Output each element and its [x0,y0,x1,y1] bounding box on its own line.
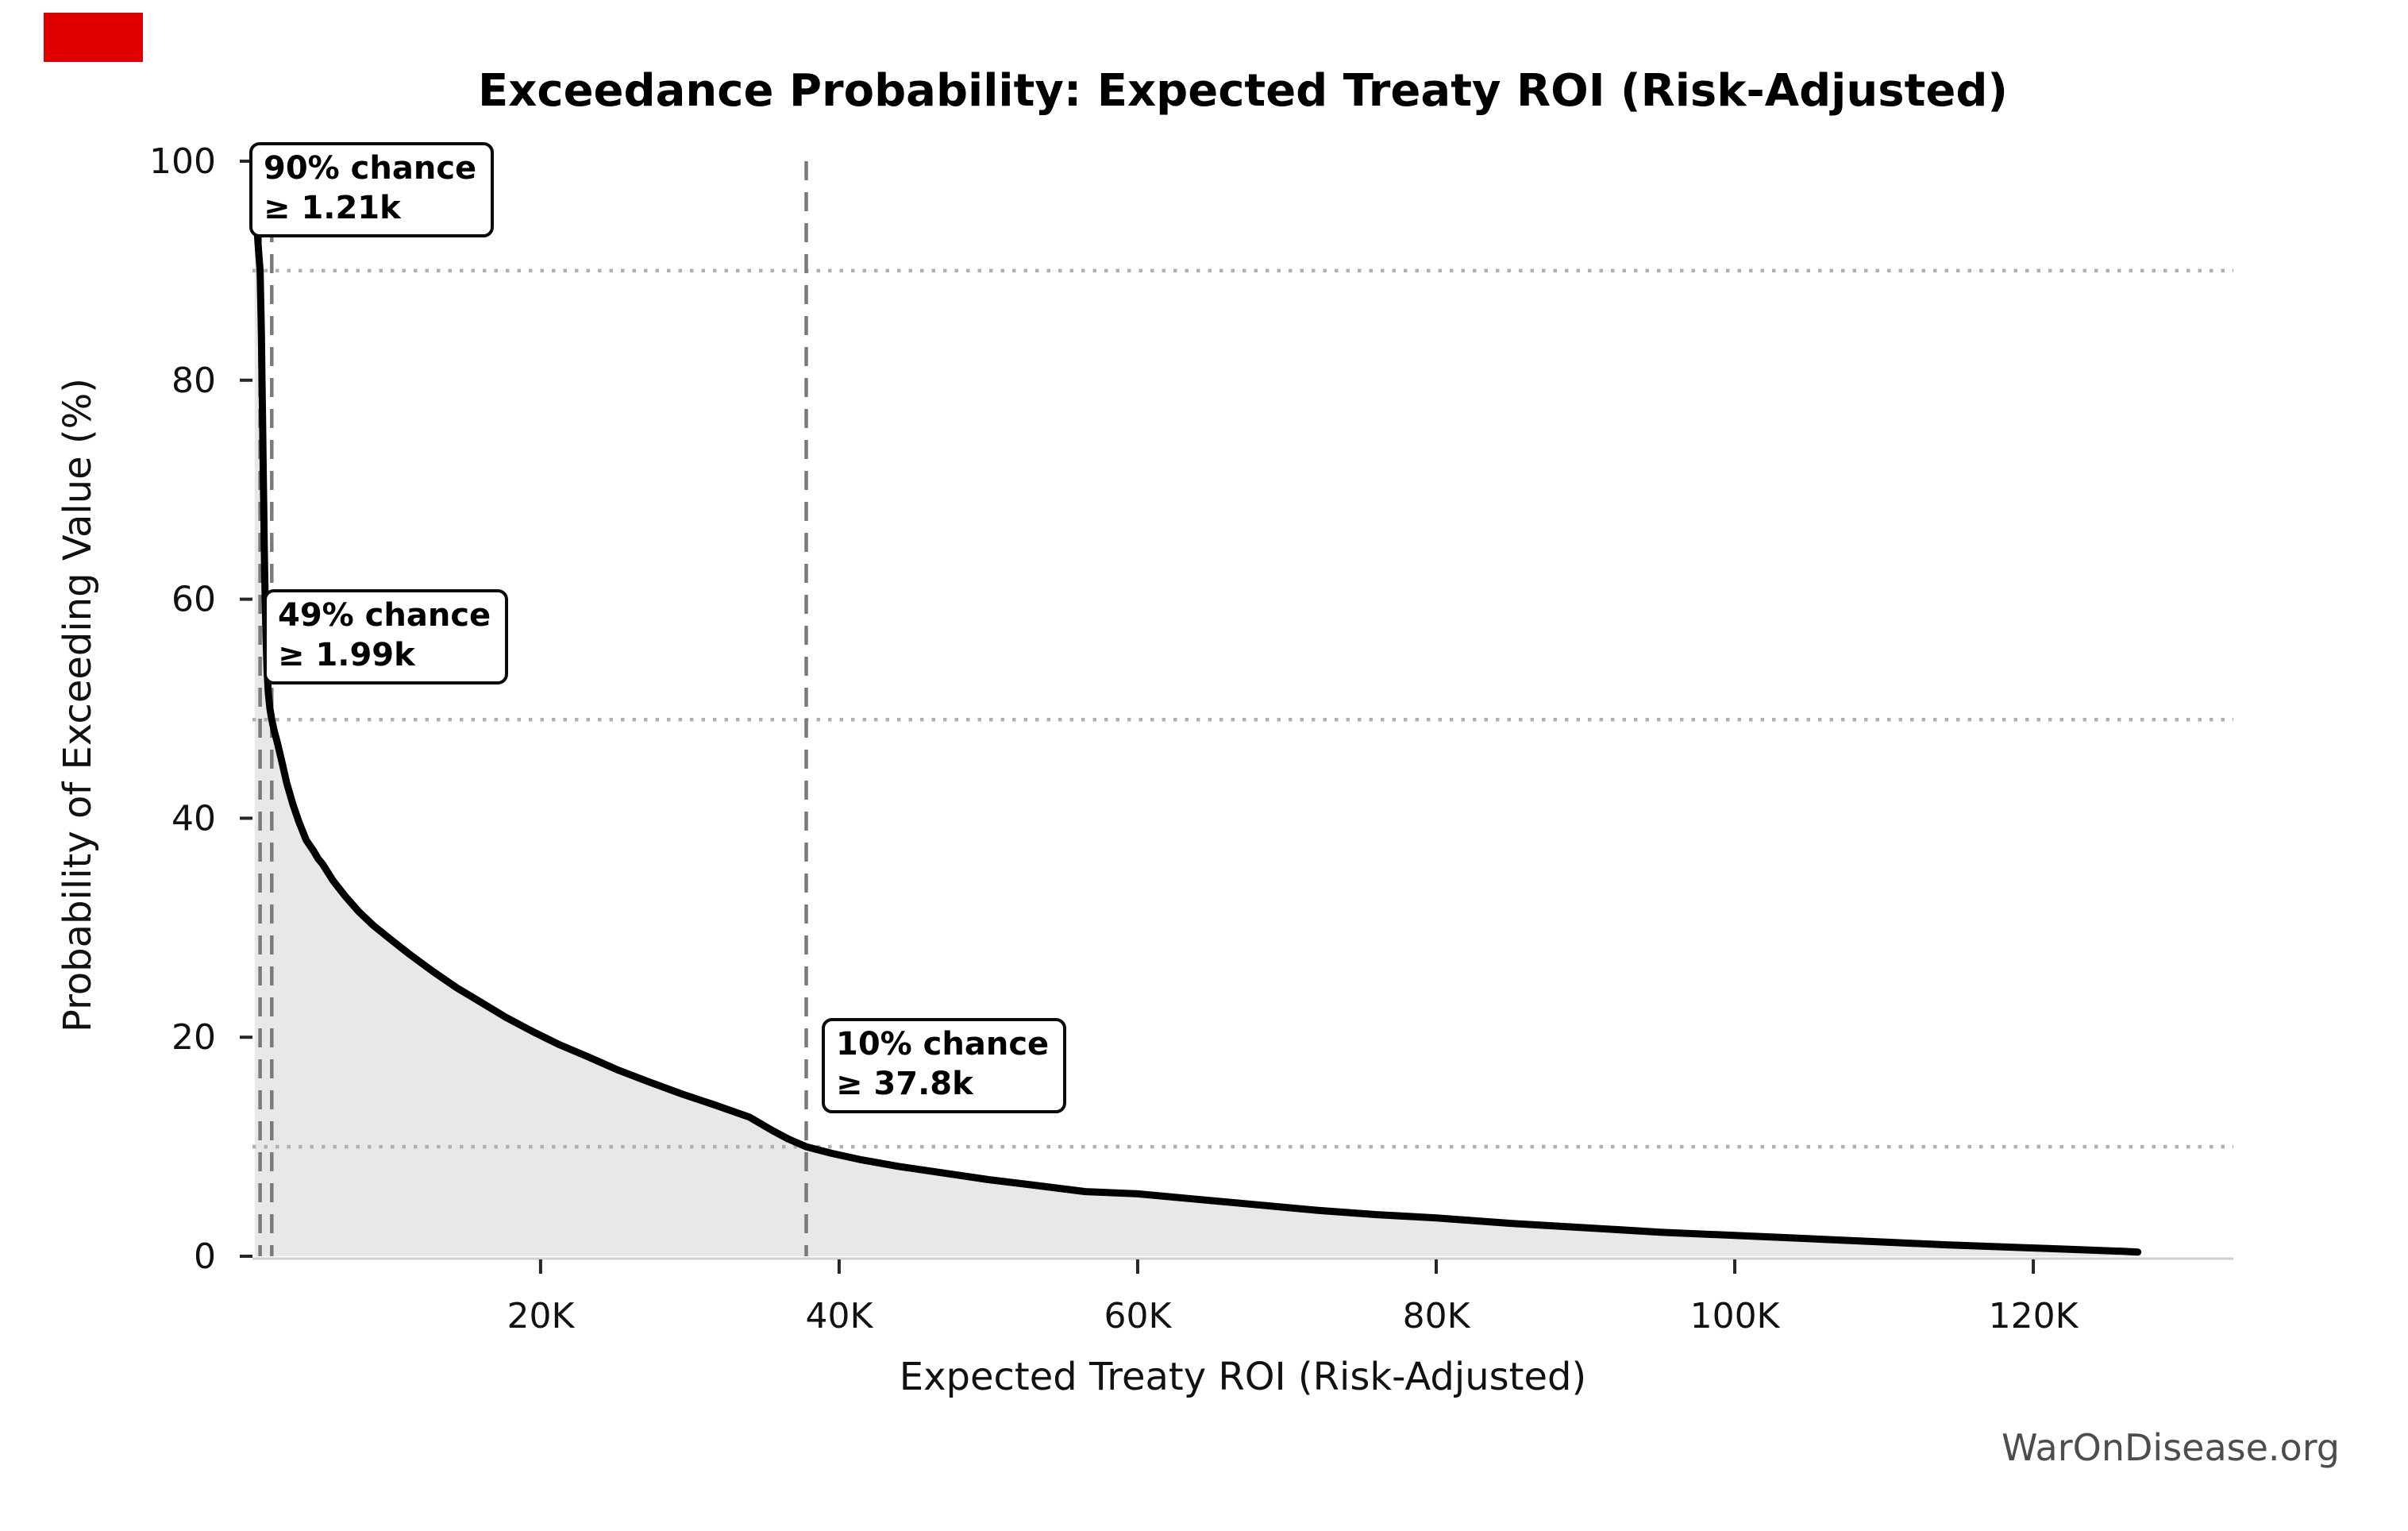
x-tick-label: 100K [1690,1296,1781,1336]
tick-layer: 0 20 40 60 80 100 20K 40K 60K 80K 100K 120K [149,141,2079,1336]
annotation-box-49pct: 49% chance ≥ 1.99k [264,589,509,685]
annotation-line2: ≥ 1.21k [264,190,401,226]
watermark: WarOnDisease.org [2002,1426,2340,1469]
x-tick-label: 20K [507,1296,575,1336]
x-tick-label: 120K [1989,1296,2079,1336]
y-tick-label: 60 [171,580,216,620]
y-tick-label: 20 [171,1017,216,1058]
x-tick-label: 80K [1403,1296,1471,1336]
annotation-line1: 10% chance [836,1026,1050,1062]
exceedance-curve [251,157,2142,1256]
chart-title: Exceedance Probability: Expected Treaty … [478,65,2008,117]
y-tick-label: 0 [194,1236,216,1277]
x-tick-label: 40K [805,1296,873,1336]
y-tick-label: 100 [149,141,216,182]
x-tick-label: 60K [1104,1296,1172,1336]
annotation-box-10pct: 10% chance ≥ 37.8k [822,1018,1067,1113]
y-tick-label: 80 [171,361,216,401]
exceedance-curve-line [251,157,2142,1256]
area-fill-layer [254,161,2138,1256]
guide-lines-layer [252,161,2233,1256]
annotation-line2: ≥ 37.8k [836,1066,973,1102]
annotation-line1: 90% chance [264,150,477,187]
red-corner-marker [44,13,143,62]
annotation-line2: ≥ 1.99k [278,637,415,673]
x-axis-label: Expected Treaty ROI (Risk-Adjusted) [899,1355,1587,1399]
curve-area-fill [254,161,2138,1256]
y-tick-label: 40 [171,798,216,839]
annotation-box-90pct: 90% chance ≥ 1.21k [249,142,495,237]
annotation-line1: 49% chance [278,597,491,634]
y-axis-label: Probability of Exceeding Value (%) [56,378,100,1032]
